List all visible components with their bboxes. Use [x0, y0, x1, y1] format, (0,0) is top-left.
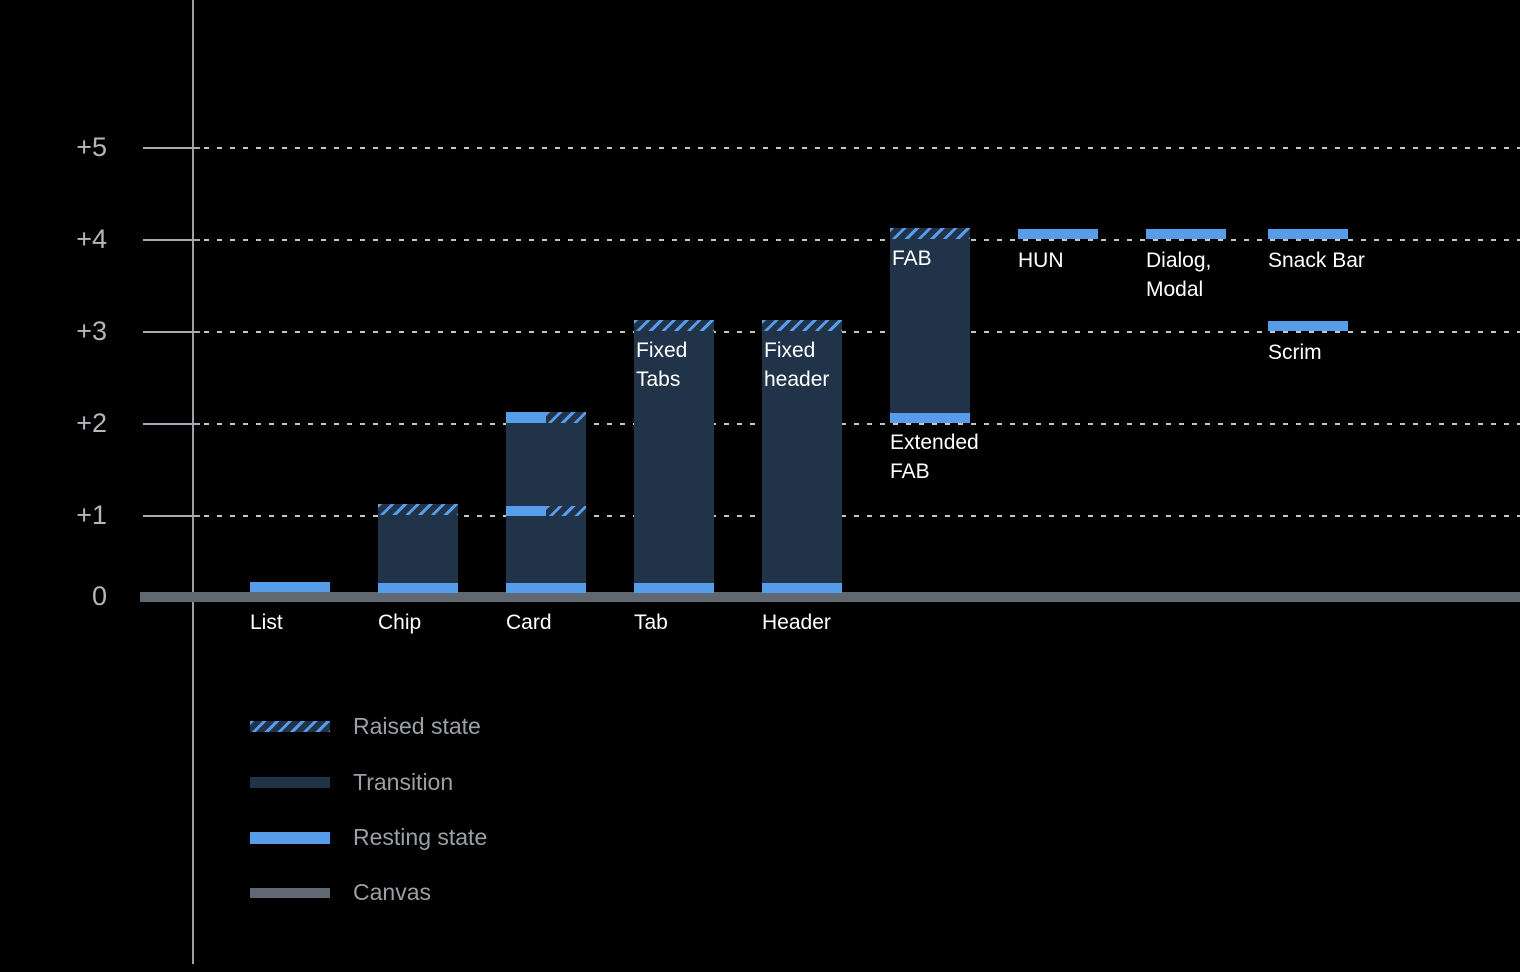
resting-band [1268, 229, 1348, 239]
transition-bar [762, 320, 842, 593]
gridline [204, 331, 1520, 333]
column-label: HUN [1018, 246, 1064, 275]
column-label-line: Dialog, [1146, 249, 1212, 272]
raised-band [762, 320, 842, 331]
column-label-line: Card [506, 611, 552, 634]
resting-raised-split-band [506, 506, 586, 516]
column-label: Snack Bar [1268, 246, 1365, 275]
column-label: Extended FAB [890, 428, 979, 486]
column-label-line: Tab [634, 611, 668, 634]
legend-swatch-canvas [250, 888, 330, 898]
y-tick-mark [143, 147, 200, 149]
transition-bar [890, 228, 970, 423]
bar-inner-label: Fixed header [764, 336, 829, 394]
gridline [204, 239, 1520, 241]
y-tick-label: 0 [91, 581, 107, 611]
column-label-line: Extended [890, 431, 979, 454]
legend-swatch-resting [250, 832, 330, 844]
raised-band [378, 504, 458, 515]
y-tick-label: +2 [76, 408, 107, 438]
resting-band [1268, 321, 1348, 331]
raised-band [634, 320, 714, 331]
legend-label: Resting state [353, 824, 488, 850]
gridline [204, 515, 1520, 517]
column-label-line: Snack Bar [1268, 249, 1365, 272]
column-label-line: Scrim [1268, 341, 1322, 364]
column-label: Dialog, Modal [1146, 246, 1211, 304]
y-tick-label: +5 [76, 132, 107, 162]
y-tick-label: +1 [76, 500, 107, 530]
resting-band [890, 413, 970, 423]
column-label: Tab [634, 608, 668, 637]
column-label: Card [506, 608, 552, 637]
gridline [204, 147, 1520, 149]
y-axis-line [192, 0, 194, 964]
column-label-line: HUN [1018, 249, 1064, 272]
column-label-line: List [250, 611, 283, 634]
canvas-line [140, 592, 1520, 602]
column-label-line: Modal [1146, 278, 1204, 301]
column-label: Header [762, 608, 831, 637]
gridline [204, 423, 1520, 425]
legend-label: Raised state [353, 712, 481, 739]
resting-raised-split-band [506, 412, 586, 423]
bar-inner-label-line: Fixed [636, 339, 688, 362]
transition-bar [634, 320, 714, 593]
column-label: Scrim [1268, 338, 1322, 367]
y-tick-mark [143, 331, 200, 333]
legend-label: Canvas [353, 879, 431, 905]
resting-band [1146, 229, 1226, 239]
y-tick-mark [143, 239, 200, 241]
raised-band [890, 228, 970, 239]
resting-band [762, 583, 842, 593]
bar-inner-label-line: header [764, 368, 830, 391]
y-tick-mark [143, 423, 200, 425]
resting-band [506, 583, 586, 593]
resting-half [506, 412, 546, 423]
legend-swatch-raised [250, 721, 330, 732]
raised-half [546, 412, 586, 423]
column-label-line: Chip [378, 611, 422, 634]
resting-half [506, 506, 546, 516]
resting-band [250, 582, 330, 592]
bar-inner-label-line: FAB [892, 247, 932, 270]
column-label-line: FAB [890, 460, 930, 483]
bar-inner-label: Fixed Tabs [636, 336, 687, 394]
column-label: Chip [378, 608, 421, 637]
transition-bar [378, 504, 458, 593]
transition-bar [506, 412, 586, 593]
resting-band [378, 583, 458, 593]
resting-band [1018, 229, 1098, 239]
column-label-line: Header [762, 611, 831, 634]
y-tick-label: +4 [76, 224, 107, 254]
y-tick-mark [143, 515, 200, 517]
bar-inner-label-line: Fixed [764, 339, 816, 362]
legend-swatch-transition [250, 777, 330, 788]
bar-inner-label: FAB [892, 244, 932, 273]
bar-inner-label-line: Tabs [636, 368, 681, 391]
resting-band [634, 583, 714, 593]
raised-half [546, 506, 586, 516]
legend-label: Transition [353, 768, 454, 795]
y-tick-label: +3 [76, 316, 107, 346]
column-label: List [250, 608, 283, 637]
